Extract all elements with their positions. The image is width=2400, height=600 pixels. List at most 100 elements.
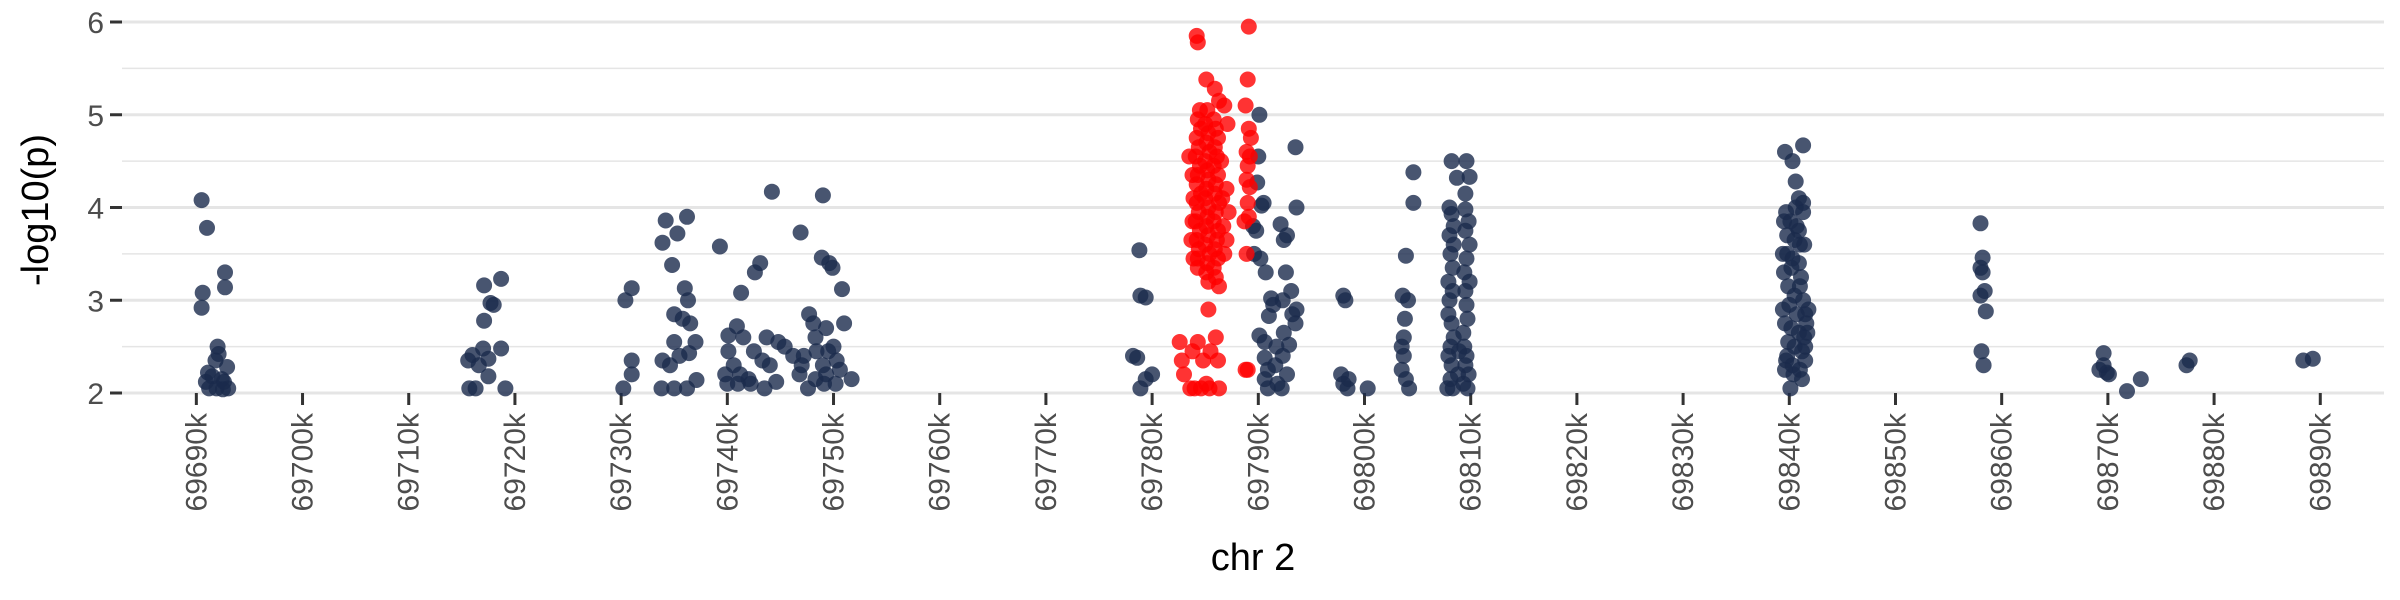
data-point bbox=[818, 320, 835, 337]
data-point bbox=[666, 380, 683, 397]
x-tick-label: 69750k bbox=[818, 412, 851, 511]
data-point bbox=[666, 334, 683, 350]
data-point bbox=[733, 284, 750, 301]
data-point bbox=[1273, 380, 1290, 397]
data-point bbox=[1794, 371, 1810, 388]
data-point bbox=[217, 264, 233, 281]
data-point bbox=[1457, 283, 1474, 299]
axes: 2 3 4 5 6 69690k 69700k 69710k 69720k 69730k 69740… bbox=[87, 7, 2337, 511]
data-point bbox=[623, 280, 640, 297]
data-point bbox=[676, 280, 693, 297]
data-point bbox=[1275, 232, 1292, 248]
y-tick-label: 6 bbox=[87, 7, 104, 40]
data-point bbox=[1790, 222, 1807, 239]
data-point bbox=[1405, 164, 1422, 181]
data-point bbox=[1787, 173, 1804, 190]
data-point-highlight bbox=[1189, 34, 1206, 51]
x-tick-label: 69860k bbox=[1986, 412, 2019, 511]
data-point bbox=[1461, 236, 1478, 253]
data-point bbox=[1275, 324, 1292, 341]
data-point bbox=[735, 329, 752, 346]
y-tick-label: 3 bbox=[87, 285, 104, 318]
data-point-highlight bbox=[1182, 380, 1199, 397]
data-point-highlight bbox=[1216, 245, 1233, 262]
data-point bbox=[720, 343, 737, 360]
data-point bbox=[1450, 366, 1466, 383]
data-point-highlight bbox=[1213, 153, 1230, 170]
data-point bbox=[1257, 264, 1274, 281]
x-tick-label: 69870k bbox=[2092, 412, 2125, 511]
data-point-highlight bbox=[1216, 97, 1233, 114]
data-point bbox=[836, 315, 853, 332]
data-point bbox=[792, 224, 809, 241]
data-point-highlight bbox=[1218, 180, 1235, 197]
data-point bbox=[213, 371, 230, 388]
data-point bbox=[1795, 137, 1812, 154]
data-point-highlight bbox=[1219, 116, 1236, 132]
data-point bbox=[1787, 199, 1804, 216]
data-point bbox=[1451, 343, 1467, 360]
x-tick-label: 69790k bbox=[1242, 412, 1275, 511]
data-point-highlight bbox=[1210, 352, 1226, 369]
data-point bbox=[1774, 301, 1791, 318]
data-point bbox=[1287, 139, 1304, 156]
data-point bbox=[1443, 315, 1460, 332]
data-point bbox=[217, 279, 233, 296]
data-point bbox=[1975, 357, 1992, 374]
data-point bbox=[763, 183, 780, 200]
data-point-highlight bbox=[1206, 80, 1223, 97]
x-tick-label: 69850k bbox=[1879, 412, 1912, 511]
data-point bbox=[843, 371, 860, 388]
data-point-highlight bbox=[1181, 148, 1198, 165]
data-point bbox=[1459, 310, 1476, 327]
data-point bbox=[1782, 380, 1799, 397]
data-point bbox=[1791, 278, 1808, 295]
data-point bbox=[761, 357, 778, 374]
data-point bbox=[1443, 206, 1460, 222]
data-point-highlight bbox=[1220, 204, 1237, 221]
data-point bbox=[805, 315, 822, 332]
data-point bbox=[476, 312, 493, 329]
data-point bbox=[664, 257, 681, 273]
x-tick-label: 69880k bbox=[2198, 412, 2231, 511]
data-point-highlight bbox=[1185, 250, 1202, 267]
data-point-highlight bbox=[1215, 218, 1232, 235]
data-point bbox=[1359, 380, 1376, 397]
data-point bbox=[2095, 345, 2112, 362]
data-point bbox=[623, 366, 640, 383]
data-point bbox=[752, 255, 769, 272]
data-point bbox=[1337, 292, 1354, 309]
y-tick-label: 2 bbox=[87, 378, 104, 411]
data-point bbox=[615, 380, 632, 397]
data-point bbox=[1799, 324, 1816, 341]
data-point bbox=[1455, 324, 1472, 341]
data-point bbox=[2132, 371, 2149, 388]
data-point-highlight bbox=[1173, 352, 1190, 369]
x-tick-label: 69810k bbox=[1455, 412, 1488, 511]
data-point-highlight bbox=[1184, 213, 1201, 230]
data-point bbox=[711, 238, 728, 255]
y-tick-label: 5 bbox=[87, 100, 104, 133]
data-point-highlight bbox=[1239, 71, 1256, 88]
data-point-highlight bbox=[1200, 301, 1217, 318]
data-point bbox=[669, 225, 686, 242]
data-point bbox=[476, 277, 493, 294]
data-point bbox=[808, 343, 825, 360]
x-tick-label: 69770k bbox=[1030, 412, 1063, 511]
data-point-highlight bbox=[1176, 366, 1192, 383]
data-point bbox=[497, 380, 514, 397]
data-point bbox=[1448, 169, 1465, 186]
data-point bbox=[1972, 215, 1989, 232]
data-point bbox=[1797, 338, 1814, 355]
data-point bbox=[1277, 264, 1294, 281]
data-point bbox=[657, 212, 674, 229]
data-point bbox=[824, 259, 841, 276]
x-tick-label: 69830k bbox=[1667, 412, 1700, 511]
data-point-highlight bbox=[1211, 380, 1227, 397]
x-tick-label: 69780k bbox=[1136, 412, 1169, 511]
data-point bbox=[617, 292, 634, 309]
x-tick-label: 69700k bbox=[287, 412, 320, 511]
data-point-highlight bbox=[1207, 329, 1224, 346]
data-point bbox=[1396, 310, 1413, 327]
